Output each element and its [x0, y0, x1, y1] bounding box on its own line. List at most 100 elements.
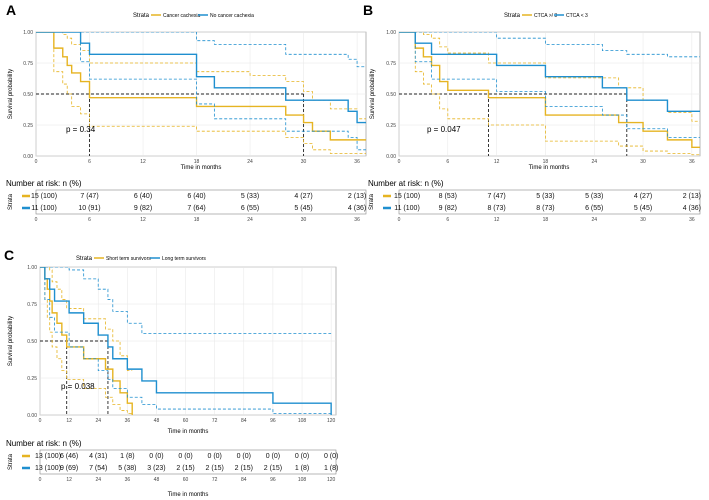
risk-cell: 0 (0)	[295, 453, 309, 460]
risk-cell: 13 (100)	[35, 453, 61, 460]
x-tick-label: 36	[689, 159, 695, 165]
y-tick-label: 0.25	[386, 123, 396, 129]
survival-curve-blue	[40, 267, 332, 415]
p-value: p = 0.047	[427, 125, 461, 134]
risk-table-cells: 15 (100) 7 (47) 6 (40) 6 (40) 5 (33) 4 (27) 2 …	[31, 193, 366, 212]
risk-x-tick-label: 120	[327, 477, 336, 483]
risk-strata-label: Strata	[8, 453, 14, 470]
risk-cell: 9 (82)	[134, 205, 152, 212]
y-tick-label: 1.00	[27, 265, 37, 271]
y-tick-label: 0.00	[27, 413, 37, 419]
x-ticks: 0 12 24 36 48 60 72 84 96 108 120	[39, 418, 336, 424]
risk-cell: 6 (46)	[60, 453, 78, 460]
survival-curves	[36, 32, 366, 156]
risk-strata-label: Strata	[8, 193, 14, 210]
y-tick-label: 0.75	[27, 302, 37, 308]
risk-x-tick-label: 12	[494, 217, 500, 223]
y-tick-label: 0.00	[23, 154, 33, 160]
legend: Strata Short term survivors Long term su…	[76, 256, 206, 262]
legend: Strata CTCA >/ 3 CTCA < 3	[504, 13, 588, 19]
x-tick-label: 0	[398, 159, 401, 165]
survival-curve-blue	[36, 32, 366, 124]
x-tick-label: 0	[35, 159, 38, 165]
risk-x-tick-label: 24	[591, 217, 597, 223]
risk-table-frame	[398, 189, 701, 215]
risk-cell: 2 (15)	[264, 465, 282, 472]
y-tick-label: 0.50	[23, 92, 33, 98]
x-tick-label: 0	[39, 418, 42, 424]
risk-strata-label: Strata	[369, 193, 375, 210]
risk-cell: 4 (36)	[348, 205, 366, 212]
panel-a: A Strata Cancer cachexia No cancer cache…	[6, 2, 367, 223]
x-tick-label: 108	[298, 418, 307, 424]
panel-c: C Strata Short term survivors Long term …	[4, 247, 338, 498]
risk-x-tick-label: 12	[140, 217, 146, 223]
legend-label: Short term survivors	[106, 256, 151, 262]
ci-upper-line	[36, 32, 366, 68]
risk-x-ticks: 0 6 12 18 24 30 36	[398, 217, 695, 223]
risk-x-tick-label: 108	[298, 477, 307, 483]
risk-cell: 15 (100)	[394, 193, 420, 200]
risk-x-tick-label: 36	[125, 477, 131, 483]
legend-label: CTCA >/ 3	[534, 13, 557, 19]
ci-lower-line	[40, 267, 332, 415]
risk-cell: 1 (8)	[295, 465, 309, 472]
y-tick-label: 1.00	[386, 30, 396, 36]
ci-lower-line	[36, 32, 366, 154]
risk-cell: 2 (13)	[683, 193, 701, 200]
x-axis-label: Time in months	[168, 429, 209, 435]
risk-x-tick-label: 48	[154, 477, 160, 483]
x-tick-label: 60	[183, 418, 189, 424]
risk-x-tick-label: 30	[640, 217, 646, 223]
risk-x-tick-label: 60	[183, 477, 189, 483]
survival-curve-yellow	[399, 32, 700, 149]
panel-letter: B	[363, 2, 373, 18]
risk-x-tick-label: 96	[270, 477, 276, 483]
x-tick-label: 72	[212, 418, 218, 424]
risk-cell: 9 (69)	[60, 465, 78, 472]
y-tick-label: 0.50	[27, 339, 37, 345]
survival-curves	[399, 32, 700, 156]
x-axis-label: Time in months	[529, 165, 570, 171]
legend-title: Strata	[504, 13, 521, 19]
risk-cell: 8 (53)	[439, 193, 457, 200]
risk-cell: 6 (55)	[585, 205, 603, 212]
risk-cell: 4 (27)	[634, 193, 652, 200]
risk-cell: 2 (15)	[206, 465, 224, 472]
panel-b: B Strata CTCA >/ 3 CTCA < 3 Survival pro…	[363, 2, 701, 223]
y-axis-label: Survival probability	[370, 69, 376, 119]
risk-table-title: Number at risk: n (%)	[6, 439, 82, 448]
risk-cell: 0 (0)	[324, 453, 338, 460]
risk-x-tick-label: 6	[88, 217, 91, 223]
risk-cell: 6 (40)	[134, 193, 152, 200]
panel-letter: A	[6, 2, 16, 18]
risk-table-cells: 15 (100) 8 (53) 7 (47) 5 (33) 5 (33) 4 (27) 2 …	[394, 193, 701, 212]
survival-curve-blue	[399, 32, 700, 113]
risk-cell: 9 (82)	[439, 205, 457, 212]
x-ticks: 0 6 12 18 24 30 36	[398, 159, 695, 165]
risk-x-tick-label: 0	[398, 217, 401, 223]
legend-title: Strata	[133, 13, 150, 19]
risk-x-ticks: 0 6 12 18 24 30 36	[35, 217, 360, 223]
legend-label: No cancer cachexia	[210, 13, 254, 19]
risk-x-ticks: 0 12 24 36 48 60 72 84 96 108 120	[39, 477, 336, 483]
y-axis-label: Survival probability	[8, 69, 14, 119]
y-axis-label: Survival probability	[8, 316, 14, 366]
risk-cell: 7 (64)	[187, 205, 205, 212]
risk-cell: 5 (38)	[118, 465, 136, 472]
x-tick-label: 30	[301, 159, 307, 165]
risk-table-cells: 13 (100)6 (46) 4 (31) 1 (8) 0 (0) 0 (0) 0 (0)…	[35, 453, 338, 472]
y-ticks: 0.00 0.25 0.50 0.75 1.00	[23, 30, 33, 160]
risk-cell: 7 (47)	[487, 193, 505, 200]
risk-x-tick-label: 0	[35, 217, 38, 223]
risk-cell: 5 (33)	[585, 193, 603, 200]
x-tick-label: 36	[354, 159, 360, 165]
y-tick-label: 0.50	[386, 92, 396, 98]
risk-cell: 0 (0)	[266, 453, 280, 460]
risk-x-tick-label: 84	[241, 477, 247, 483]
x-ticks: 0 6 12 18 24 30 36	[35, 159, 360, 165]
y-ticks: 0.00 0.25 0.50 0.75 1.00	[386, 30, 396, 160]
x-tick-label: 6	[88, 159, 91, 165]
risk-cell: 8 (73)	[487, 205, 505, 212]
p-value: p = 0.038	[61, 382, 95, 391]
